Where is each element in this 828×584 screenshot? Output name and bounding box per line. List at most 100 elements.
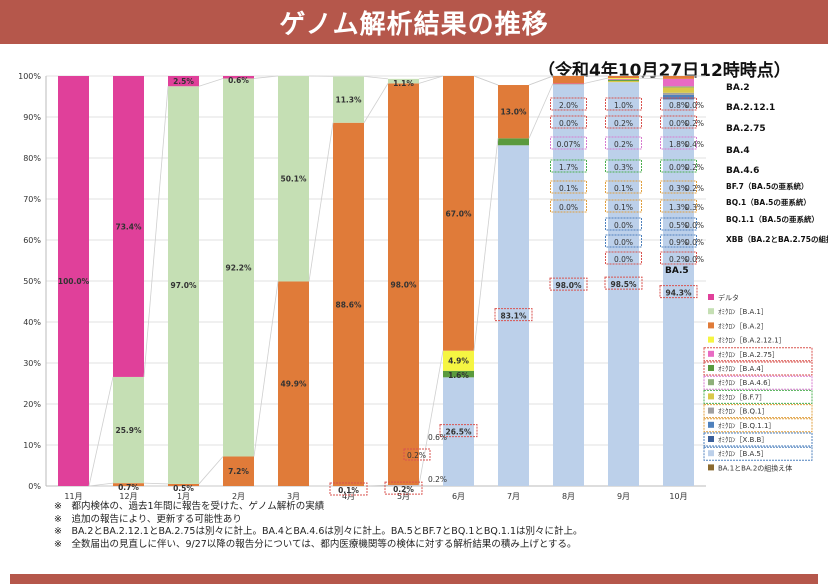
bar-segment: [388, 78, 419, 84]
legend-swatch: [708, 294, 714, 300]
label-box: [605, 234, 642, 248]
data-label: 2.0%: [559, 101, 578, 110]
variant-callout: BA.4: [726, 146, 750, 156]
data-label: 0.8%: [669, 101, 688, 110]
x-tick-label: 5月: [397, 492, 410, 501]
data-label: 83.1%: [500, 312, 527, 321]
data-label: 0.4%: [685, 140, 704, 149]
x-tick-label: 4月: [342, 492, 355, 501]
y-tick-label: 0%: [28, 482, 41, 491]
label-box: [605, 115, 642, 129]
side-label: 0.2%: [428, 475, 447, 484]
bar-segment: [608, 78, 639, 79]
connector-line: [143, 482, 169, 485]
bar-segment: [388, 83, 419, 486]
data-label: 0.0%: [669, 163, 688, 172]
legend-entry: ｵﾐｸﾛﾝ［B.A.2.75］: [718, 351, 779, 359]
bar-segment: [113, 483, 144, 486]
legend-swatch: [708, 336, 714, 343]
legend-entry: ｵﾐｸﾛﾝ［B.F.7］: [718, 393, 766, 401]
note-line: ※ 都内検体の、過去1年間に報告を受けた、ゲノム解析の実績: [54, 501, 325, 512]
bar-segment: [553, 83, 584, 85]
x-tick-label: 9月: [617, 492, 630, 501]
data-label: 73.4%: [115, 222, 142, 231]
connector-line: [363, 83, 389, 123]
variant-callout: BA.5: [665, 266, 689, 276]
bar-segment: [608, 79, 639, 81]
data-label: 98.0%: [555, 281, 582, 290]
data-label: 1.1%: [393, 79, 414, 88]
connector-line: [253, 281, 279, 457]
data-label: 49.9%: [280, 380, 307, 389]
data-label: 0.6%: [228, 76, 249, 85]
side-label: 0.6%: [428, 433, 447, 442]
legend-box: [703, 404, 813, 419]
data-label: 0.1%: [614, 203, 633, 212]
connector-line: [88, 482, 114, 487]
variant-callout: BA.2: [726, 83, 750, 93]
connector-line: [528, 83, 554, 139]
bar-segment: [443, 370, 474, 378]
label-box: [329, 482, 368, 496]
label-box: [439, 424, 478, 438]
data-label: 0.2%: [685, 119, 704, 128]
label-box: [605, 97, 642, 111]
data-label: 100.0%: [58, 277, 90, 286]
variant-callout: BA.2.12.1: [726, 103, 775, 113]
y-tick-label: 100%: [18, 72, 41, 81]
label-box: [605, 199, 642, 213]
data-label: 0.0%: [685, 255, 704, 264]
bar-segment: [553, 76, 584, 84]
bar-segment: [168, 483, 199, 486]
legend-swatch: [708, 322, 714, 329]
page-title: ゲノム解析結果の推移: [279, 10, 549, 40]
legend-swatch: [708, 308, 714, 315]
connector-line: [528, 75, 554, 86]
bar-segment: [388, 485, 419, 486]
legend-box: [703, 389, 813, 404]
x-tick-label: 2月: [232, 492, 245, 501]
title-banner: ゲノム解析結果の推移: [0, 0, 828, 44]
connector-line: [418, 75, 444, 84]
x-tick-label: 11月: [64, 492, 82, 501]
legend-entry: ｵﾐｸﾛﾝ［B.Q.1］: [718, 408, 769, 416]
label-box: [550, 97, 587, 111]
y-tick-label: 50%: [23, 277, 41, 286]
data-label: 0.9%: [669, 238, 688, 247]
bar-segment: [608, 80, 639, 83]
data-label: 4.9%: [448, 357, 469, 366]
bar-segment: [333, 122, 364, 487]
y-tick-label: 20%: [23, 400, 41, 409]
note-line: ※ 追加の報告により、更新する可能性あり: [54, 513, 242, 525]
legend-entry: ｵﾐｸﾛﾝ［B.A.1］: [718, 308, 768, 316]
bar-segment: [58, 76, 89, 486]
y-tick-label: 80%: [23, 154, 41, 163]
legend-swatch: [708, 450, 714, 457]
label-box: [660, 136, 697, 150]
data-label: 1.7%: [559, 163, 578, 172]
label-box: [659, 285, 698, 299]
data-label: 25.9%: [115, 426, 142, 435]
bar-segment: [278, 76, 309, 282]
variant-callout: BF.7（BA.5の亜系統）: [726, 181, 809, 191]
data-label: 97.0%: [170, 281, 197, 290]
data-label: 0.2%: [669, 255, 688, 264]
connector-line: [363, 484, 389, 487]
bar-segment: [443, 377, 474, 486]
data-label: 0.3%: [685, 203, 704, 212]
data-label: 0.2%: [685, 184, 704, 193]
data-label: 0.0%: [614, 255, 633, 264]
label-box: [403, 448, 431, 461]
connector-line: [418, 75, 444, 80]
legend-entry: ｵﾐｸﾛﾝ［X.B.B］: [718, 436, 768, 444]
label-box: [660, 234, 697, 248]
bar-segment: [223, 456, 254, 486]
connector-line: [418, 350, 444, 486]
variant-callout: BA.4.6: [726, 166, 759, 176]
data-label: 0.7%: [118, 483, 139, 492]
data-label: 1.0%: [614, 101, 633, 110]
data-label: 0.2%: [685, 163, 704, 172]
bar-segment: [223, 76, 254, 79]
bar-segment: [168, 86, 199, 484]
